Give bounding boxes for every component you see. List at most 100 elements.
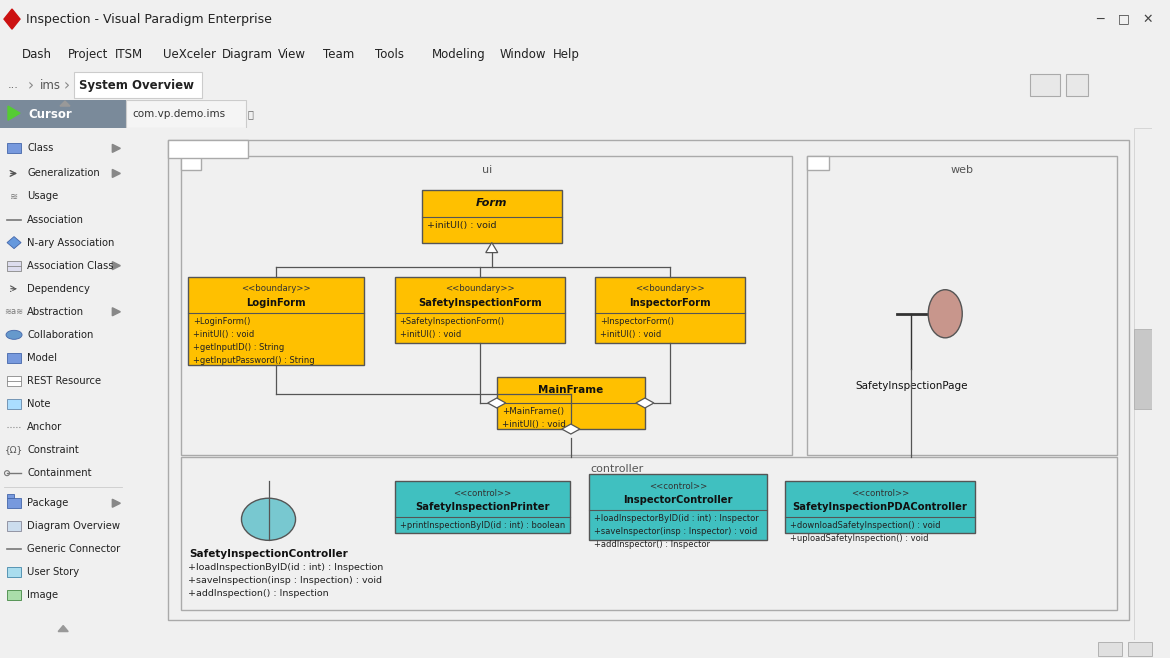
Text: Diagram Overview: Diagram Overview <box>27 521 121 531</box>
Text: Note: Note <box>27 399 50 409</box>
Bar <box>181 157 201 170</box>
Text: ims: ims <box>40 79 61 91</box>
Bar <box>0 100 126 128</box>
Text: ✕: ✕ <box>1143 13 1154 26</box>
Bar <box>7 376 21 386</box>
Bar <box>594 276 745 343</box>
Text: +uploadSafetyInspection() : void: +uploadSafetyInspection() : void <box>790 534 929 544</box>
Text: +getInputID() : String: +getInputID() : String <box>193 343 284 352</box>
Text: SafetyInspectionPage: SafetyInspectionPage <box>855 381 968 391</box>
Text: ›: › <box>28 78 34 93</box>
Text: System Overview: System Overview <box>80 79 194 91</box>
Polygon shape <box>486 243 497 253</box>
Text: Class: Class <box>27 143 54 153</box>
Text: <<boundary>>: <<boundary>> <box>445 284 515 293</box>
Text: ≋a≋: ≋a≋ <box>5 307 23 316</box>
Text: ...: ... <box>8 80 19 90</box>
Text: ITSM: ITSM <box>115 48 143 61</box>
Text: {Ω}: {Ω} <box>5 445 23 455</box>
Text: +MainFrame(): +MainFrame() <box>502 407 564 416</box>
Text: SafetyInspectionPDAController: SafetyInspectionPDAController <box>793 502 968 512</box>
Text: <<control>>: <<control>> <box>453 489 511 497</box>
Text: Modeling: Modeling <box>432 48 486 61</box>
Bar <box>7 494 14 498</box>
Text: View: View <box>278 48 307 61</box>
Polygon shape <box>4 9 20 29</box>
Polygon shape <box>488 398 505 408</box>
Text: +loadInspectionByID(id : int) : Inspection: +loadInspectionByID(id : int) : Inspecti… <box>188 563 384 572</box>
Bar <box>7 143 21 153</box>
Ellipse shape <box>928 290 962 338</box>
Text: +SafetyInspectionForm(): +SafetyInspectionForm() <box>400 316 504 326</box>
Text: ─: ─ <box>1096 13 1103 26</box>
Text: +addInspection() : Inspection: +addInspection() : Inspection <box>188 590 329 599</box>
Text: +initUI() : void: +initUI() : void <box>600 330 661 339</box>
Text: +initUI() : void: +initUI() : void <box>502 420 565 429</box>
Text: Image: Image <box>27 590 58 601</box>
Text: User Story: User Story <box>27 567 80 578</box>
Text: Anchor: Anchor <box>27 422 62 432</box>
Bar <box>807 157 1117 455</box>
Text: Inspection - Visual Paradigm Enterprise: Inspection - Visual Paradigm Enterprise <box>26 13 271 26</box>
Text: <<boundary>>: <<boundary>> <box>241 284 311 293</box>
Text: +printInspectionByID(id : int) : boolean: +printInspectionByID(id : int) : boolean <box>400 521 565 530</box>
Bar <box>1135 128 1152 640</box>
Text: Constraint: Constraint <box>27 445 78 455</box>
Text: com.vp.demo.ims: com.vp.demo.ims <box>132 109 225 119</box>
Bar <box>7 521 21 531</box>
Bar <box>181 157 792 455</box>
Bar <box>7 261 21 270</box>
Polygon shape <box>112 308 121 316</box>
Text: Generalization: Generalization <box>27 168 99 178</box>
Text: web: web <box>951 165 973 176</box>
Text: InspectorForm: InspectorForm <box>629 297 710 308</box>
Text: Project: Project <box>68 48 109 61</box>
Bar <box>1030 74 1060 96</box>
Polygon shape <box>562 424 580 434</box>
Text: Containment: Containment <box>27 468 91 478</box>
Bar <box>1066 74 1088 96</box>
Text: Package: Package <box>27 498 69 508</box>
Polygon shape <box>8 106 20 120</box>
Bar <box>1135 329 1152 409</box>
Text: REST Resource: REST Resource <box>27 376 101 386</box>
Bar <box>7 590 21 601</box>
Bar <box>807 157 830 170</box>
Text: SafetyInspectionController: SafetyInspectionController <box>190 549 347 559</box>
Bar <box>7 353 21 363</box>
Text: LoginForm: LoginForm <box>246 297 305 308</box>
Text: Cursor: Cursor <box>28 108 71 120</box>
Text: InspectorController: InspectorController <box>624 495 732 505</box>
Bar <box>785 481 976 534</box>
Text: +saveInspector(insp : Inspector) : void: +saveInspector(insp : Inspector) : void <box>594 527 757 536</box>
Text: ≋: ≋ <box>11 191 18 201</box>
Text: Form: Form <box>476 199 508 209</box>
Bar <box>421 190 562 243</box>
Text: SafetyInspectionPrinter: SafetyInspectionPrinter <box>415 502 550 512</box>
Text: Diagram: Diagram <box>222 48 273 61</box>
Text: <<control>>: <<control>> <box>851 489 909 497</box>
Text: ›: › <box>64 78 70 93</box>
Text: SafetyInspectionForm: SafetyInspectionForm <box>418 297 542 308</box>
Bar <box>7 498 21 508</box>
Text: +addInspector() : Inspector: +addInspector() : Inspector <box>594 540 710 549</box>
Polygon shape <box>636 398 654 408</box>
Text: +LoginForm(): +LoginForm() <box>193 316 250 326</box>
Bar <box>497 377 645 429</box>
Text: Abstraction: Abstraction <box>27 307 84 316</box>
Text: Window: Window <box>500 48 546 61</box>
Bar <box>7 399 21 409</box>
Text: UeXceler: UeXceler <box>163 48 216 61</box>
Bar <box>181 457 1117 609</box>
Text: +saveInspection(insp : Inspection) : void: +saveInspection(insp : Inspection) : voi… <box>188 576 383 586</box>
Bar <box>168 140 248 159</box>
Polygon shape <box>7 237 21 249</box>
Text: Generic Connector: Generic Connector <box>27 544 121 554</box>
Bar <box>188 276 364 365</box>
Bar <box>1097 642 1122 656</box>
Text: ui: ui <box>482 165 491 176</box>
Text: Model: Model <box>27 353 57 363</box>
Polygon shape <box>58 626 68 632</box>
Text: +downloadSafetyInspection() : void: +downloadSafetyInspection() : void <box>790 521 941 530</box>
Text: Usage: Usage <box>27 191 58 201</box>
